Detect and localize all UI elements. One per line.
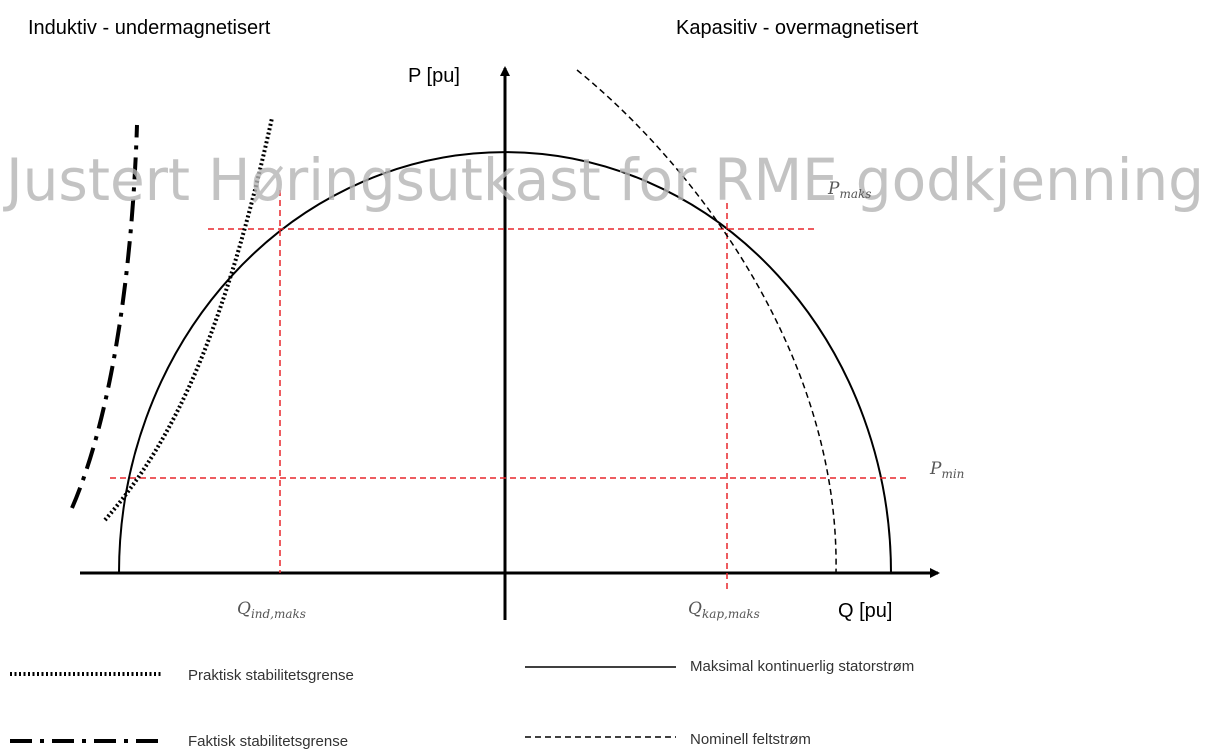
subscript: ind,maks (251, 607, 306, 621)
subscript: kap,maks (702, 607, 760, 621)
symbol: Q (237, 599, 251, 619)
limit-lines (110, 190, 910, 592)
q-ind-max-label: Qind,maks (237, 599, 306, 621)
symbol: P (929, 459, 942, 479)
x-axis-label: Q [pu] (838, 600, 892, 622)
right-header: Kapasitiv - overmagnetisert (676, 17, 919, 39)
subscript: min (941, 467, 964, 481)
legend-label: Praktisk stabilitetsgrense (188, 667, 354, 684)
left-header: Induktiv - undermagnetisert (28, 17, 271, 39)
legend-label: Nominell feltstrøm (690, 731, 811, 748)
watermark: Justert Høringsutkast for RME godkjennin… (3, 146, 1204, 214)
q-cap-max-label: Qkap,maks (688, 599, 760, 621)
p-max-label: Pmaks (827, 179, 871, 201)
actual-stability (70, 124, 139, 509)
subscript: maks (839, 187, 871, 201)
legend-label: Faktisk stabilitetsgrense (188, 733, 348, 749)
y-axis-label: P [pu] (408, 65, 460, 87)
symbol: Q (688, 599, 702, 619)
practical-stability (103, 117, 274, 522)
nominal-field (576, 69, 837, 574)
symbol: P (827, 179, 840, 199)
legend-label: Maksimal kontinuerlig statorstrøm (690, 658, 914, 675)
p-min-label: Pmin (929, 459, 964, 481)
